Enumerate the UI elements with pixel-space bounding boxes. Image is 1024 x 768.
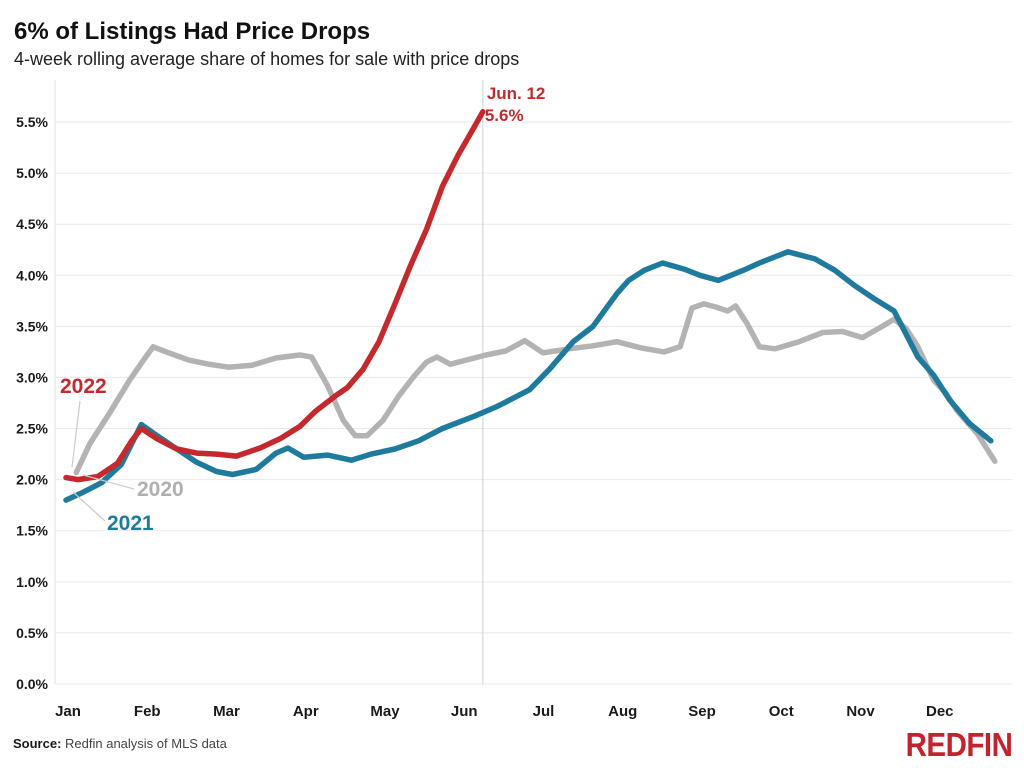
label-leader-2021 (72, 491, 106, 522)
x-tick-label: Jun (451, 703, 478, 720)
source-text: Redfin analysis of MLS data (61, 736, 227, 751)
x-tick-label: Mar (213, 703, 240, 720)
series-line-2022 (63, 109, 486, 483)
series-label-2021: 2021 (107, 512, 154, 535)
y-tick-label: 2.0% (16, 472, 48, 488)
series-label-2020: 2020 (137, 478, 184, 501)
x-tick-label: May (370, 703, 400, 720)
y-tick-label: 0.5% (16, 625, 48, 641)
source-note: Source: Redfin analysis of MLS data (13, 736, 227, 751)
page-subtitle: 4-week rolling average share of homes fo… (14, 48, 520, 69)
label-leader-2022 (71, 400, 81, 468)
x-tick-label: Jan (55, 703, 81, 720)
annotation-date: Jun. 12 (487, 84, 546, 103)
source-label: Source: (13, 736, 62, 751)
annotation-value: 5.6% (485, 106, 524, 125)
x-tick-label: Dec (926, 703, 954, 720)
label-leader-2020 (82, 474, 135, 490)
y-tick-label: 4.0% (16, 267, 48, 283)
redfin-logo: REDFIN (905, 726, 1012, 764)
series-label-2022: 2022 (60, 375, 107, 398)
y-tick-label: 1.5% (16, 523, 48, 539)
x-tick-label: Feb (134, 703, 161, 720)
y-tick-label: 3.5% (16, 318, 48, 334)
x-tick-label: Oct (769, 703, 794, 720)
y-tick-label: 5.0% (16, 165, 48, 181)
x-tick-label: Jul (533, 703, 555, 720)
x-tick-label: Sep (688, 703, 716, 720)
chart-header: 6% of Listings Had Price Drops 4-week ro… (14, 18, 519, 70)
y-tick-label: 3.0% (16, 369, 48, 385)
y-tick-label: 1.0% (16, 574, 48, 590)
x-tick-label: Aug (608, 703, 637, 720)
page-title: 6% of Listings Had Price Drops (14, 18, 371, 45)
y-tick-label: 5.5% (16, 114, 48, 130)
y-tick-label: 0.0% (16, 676, 48, 692)
y-tick-label: 4.5% (16, 216, 48, 232)
y-tick-label: 2.5% (16, 421, 48, 437)
x-tick-label: Nov (846, 703, 875, 720)
series-line-2021 (63, 249, 994, 503)
x-tick-label: Apr (293, 703, 319, 720)
series-line-2020 (73, 301, 998, 476)
